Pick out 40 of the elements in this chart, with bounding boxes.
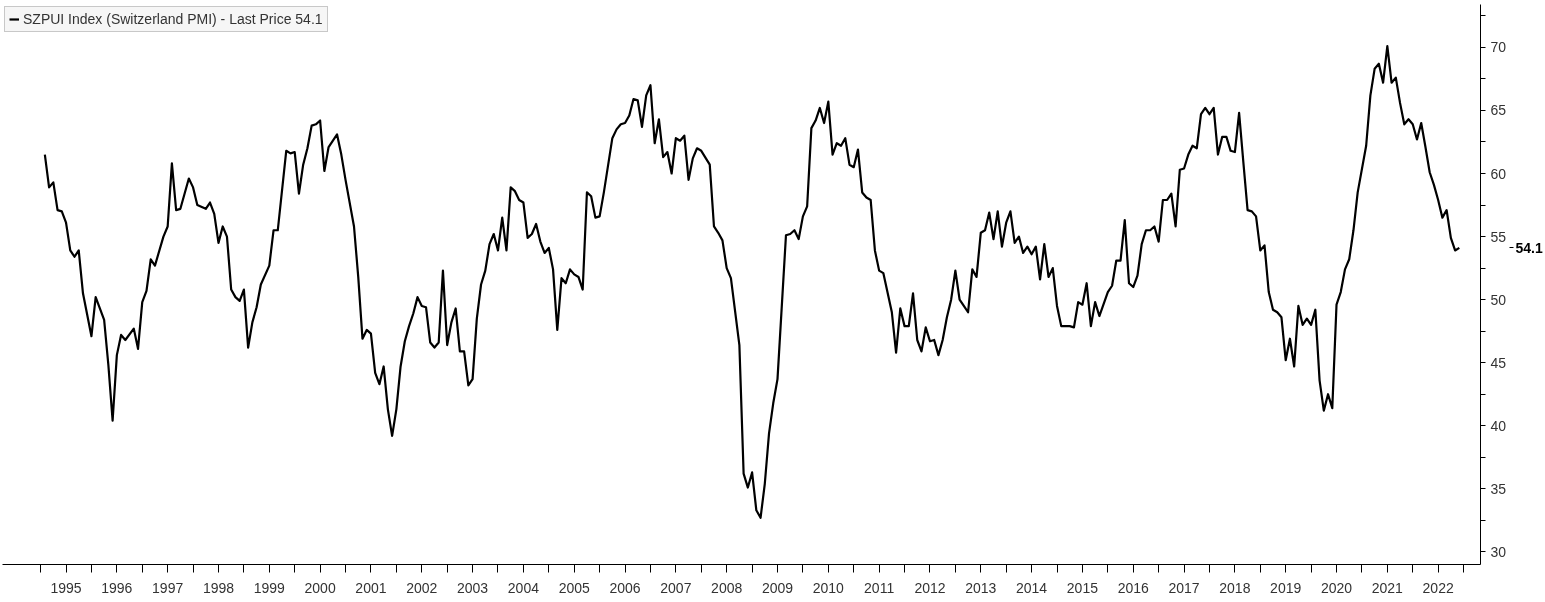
x-tick-label: 2006 [609,579,641,596]
x-tick-label: 2000 [304,579,336,596]
x-tick-label: 2022 [1422,579,1454,596]
legend-label: SZPUI Index (Switzerland PMI) - Last Price 54.1 [23,11,323,27]
y-tick-label: 55 [1490,228,1507,245]
x-tick-label: 1999 [253,579,286,596]
x-tick-label: 2002 [406,579,438,596]
x-tick-label: 1997 [152,579,184,596]
x-tick-label: 2015 [1066,579,1099,596]
x-tick-label: 2021 [1371,579,1404,596]
x-tick-label: 2004 [507,579,540,596]
y-tick-label: 45 [1490,354,1507,371]
y-tick-label: 50 [1490,291,1507,308]
x-tick-label: 2007 [660,579,692,596]
text: 54.1 [1515,239,1543,256]
x-tick-label: 2003 [457,579,489,596]
x-tick-label: 2008 [711,579,743,596]
x-tick-label: 2012 [914,579,946,596]
y-tick-label: 30 [1490,543,1507,560]
y-tick-label: 40 [1490,417,1507,434]
x-tick-label: 1996 [101,579,133,596]
x-tick-label: 2020 [1320,579,1353,596]
x-tick-label: 2011 [864,579,895,596]
x-tick-label: 1995 [50,579,82,596]
x-tick-label: 2005 [558,579,591,596]
x-tick-label: 2010 [812,579,845,596]
x-tick-label: 2017 [1168,579,1200,596]
x-tick-label: 1998 [202,579,235,596]
y-tick-label: 70 [1490,39,1507,56]
y-tick-label: 60 [1490,165,1507,182]
line-series [43,45,1461,519]
y-tick-label: 65 [1490,102,1507,119]
x-tick-label: 2009 [761,579,794,596]
y-tick-label: 35 [1490,480,1507,497]
x-tick-label: 2014 [1016,579,1048,596]
x-tick-label: 2018 [1219,579,1251,596]
x-tick-label: 2019 [1270,579,1302,596]
x-tick-label: 2013 [965,579,997,596]
x-tick-label: 2001 [355,579,387,596]
x-tick-label: 2016 [1117,579,1150,596]
